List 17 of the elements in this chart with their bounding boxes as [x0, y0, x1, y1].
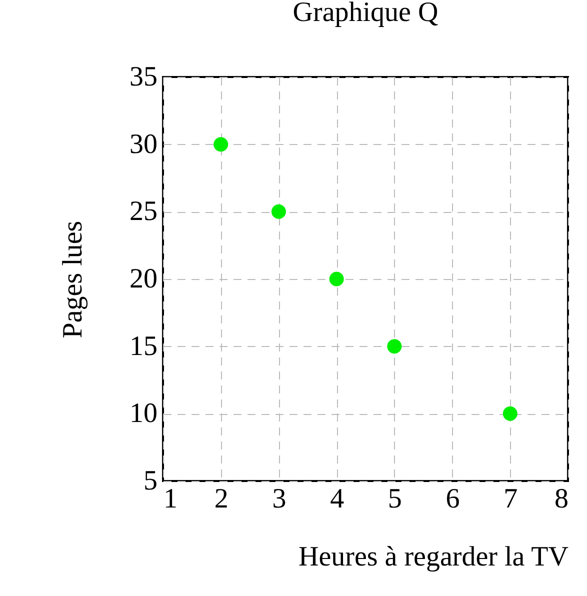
x-tick-label: 1 [164, 484, 178, 514]
x-tick-label: 8 [554, 484, 568, 514]
y-tick-label: 30 [130, 128, 158, 160]
x-tick-label: 2 [214, 484, 228, 514]
x-tick-label: 6 [446, 484, 460, 514]
x-axis-title: Heures à regarder la TV [298, 542, 568, 572]
x-tick-label: 5 [388, 484, 402, 514]
y-axis-title: Pages lues [58, 220, 88, 338]
y-tick-label: 35 [130, 62, 158, 92]
x-tick-label: 7 [504, 484, 518, 514]
y-tick-label: 20 [130, 264, 158, 294]
y-tick-label: 15 [130, 330, 158, 362]
x-tick-label: 3 [272, 484, 286, 514]
x-tick-label: 4 [330, 484, 344, 514]
y-tick-label: 10 [130, 398, 158, 430]
chart-title: Graphique Q [292, 0, 438, 28]
y-tick-label: 25 [130, 196, 158, 228]
